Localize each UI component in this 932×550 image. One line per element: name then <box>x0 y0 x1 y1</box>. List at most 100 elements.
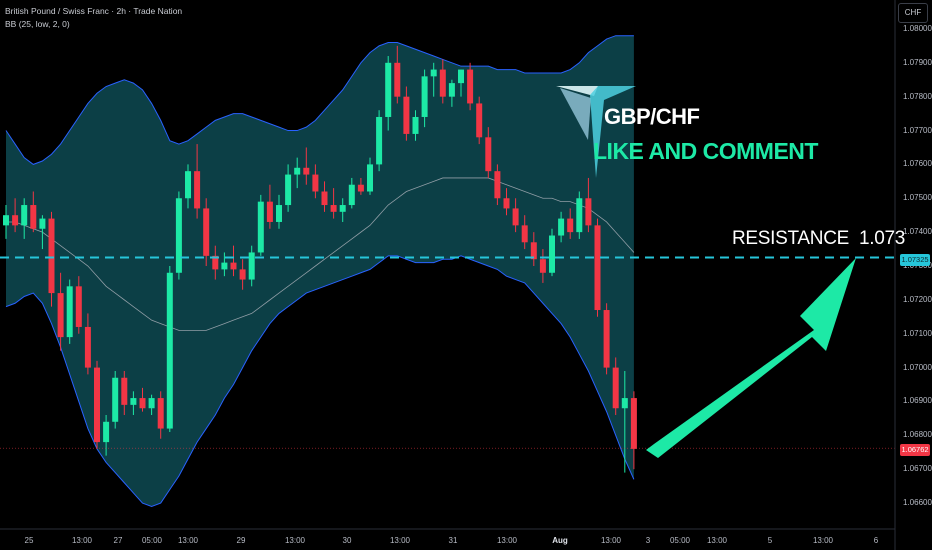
candle <box>221 252 228 277</box>
candle <box>412 110 419 141</box>
resistance-label-text: RESISTANCE <box>732 228 850 249</box>
candle-body <box>412 116 419 134</box>
candle <box>30 191 37 233</box>
candle-body <box>439 69 446 97</box>
candle <box>276 194 282 229</box>
candle-body <box>549 235 555 273</box>
candle <box>339 198 346 222</box>
pair-title: GBP/CHF <box>604 104 700 129</box>
price-tick-label: 1.07700 <box>903 125 932 135</box>
candle <box>385 56 392 131</box>
candle-body <box>621 398 628 409</box>
symbol-title[interactable]: British Pound / Swiss Franc · 2h · Trade… <box>5 6 183 16</box>
candle-body <box>558 218 565 236</box>
candle-body <box>430 69 437 77</box>
price-tick-label: 1.08000 <box>903 23 932 33</box>
candle-body <box>148 398 155 409</box>
axes <box>0 0 896 550</box>
candle-body <box>348 184 355 206</box>
price-tick-label: 1.07900 <box>903 57 932 67</box>
candle <box>603 303 610 375</box>
bollinger-bands <box>5 35 635 507</box>
candle-body <box>530 242 537 260</box>
candle <box>348 177 355 209</box>
candle <box>512 198 519 233</box>
time-tick-label: 13:00 <box>496 536 518 545</box>
indicator-label[interactable]: BB (25, low, 2, 0) <box>5 19 70 29</box>
candle-body <box>57 293 64 338</box>
time-tick-label: Aug <box>552 536 568 545</box>
candle <box>539 249 546 283</box>
candle <box>357 177 364 195</box>
candle <box>467 62 474 111</box>
candle <box>175 191 182 280</box>
candle <box>266 184 273 229</box>
candle-body <box>94 367 100 443</box>
candle-body <box>194 171 201 209</box>
candle <box>103 415 110 456</box>
candle <box>576 191 583 239</box>
candle <box>612 357 619 416</box>
candle <box>394 45 401 104</box>
time-tick-label: 13:00 <box>177 536 199 545</box>
arrow-shape <box>646 258 856 458</box>
candle <box>549 228 555 277</box>
candle-body <box>394 62 401 97</box>
candle-body <box>112 377 119 422</box>
candle-body <box>66 286 73 338</box>
candle <box>57 272 64 351</box>
candle-body <box>512 208 519 226</box>
price-tick-label: 1.06900 <box>903 396 932 406</box>
candle-body <box>294 167 301 175</box>
candle-body <box>312 174 319 192</box>
candle-body <box>103 421 110 443</box>
time-tick-label: 05:00 <box>141 536 163 545</box>
candle-body <box>421 76 428 117</box>
candle-body <box>166 272 173 429</box>
candle-body <box>521 225 528 243</box>
candle <box>12 198 19 233</box>
candle-body <box>157 398 164 429</box>
price-tick-label: 1.07200 <box>903 294 932 304</box>
candle <box>485 127 492 178</box>
time-tick-label: 3 <box>645 536 651 545</box>
time-tick-label: 13:00 <box>389 536 411 545</box>
currency-button[interactable]: CHF <box>898 3 928 23</box>
candles <box>3 45 637 473</box>
candle-body <box>385 62 392 117</box>
candle-body <box>185 171 191 199</box>
candle-body <box>612 367 619 409</box>
candle <box>448 79 455 107</box>
candle-body <box>458 69 464 84</box>
trade-nation-logo <box>556 86 636 178</box>
candle <box>112 370 119 429</box>
time-tick-label: 30 <box>342 536 352 545</box>
candle-body <box>39 218 46 229</box>
candle-body <box>630 398 637 449</box>
candle <box>594 218 601 317</box>
price-tick-label: 1.07600 <box>903 159 932 169</box>
candle <box>185 164 191 209</box>
time-tick-label: 13:00 <box>600 536 622 545</box>
candle <box>494 164 501 206</box>
candle-body <box>357 184 364 192</box>
candle-body <box>403 96 410 134</box>
candle-body <box>285 174 292 206</box>
chart-legend: British Pound / Swiss Franc · 2h · Trade… <box>5 5 182 31</box>
candle <box>66 279 73 344</box>
candle-body <box>567 218 574 233</box>
candle <box>330 188 337 219</box>
price-tick-label: 1.06600 <box>903 498 932 508</box>
candle <box>48 211 55 307</box>
candle <box>94 360 100 449</box>
candle <box>439 59 446 104</box>
candle <box>248 245 255 287</box>
candle-body <box>476 103 483 138</box>
price-tick-label: 1.07500 <box>903 193 932 203</box>
candle <box>303 147 310 185</box>
candle-body <box>276 205 282 222</box>
candle <box>421 69 428 128</box>
upward-arrow <box>646 258 856 458</box>
candle-body <box>221 262 228 270</box>
